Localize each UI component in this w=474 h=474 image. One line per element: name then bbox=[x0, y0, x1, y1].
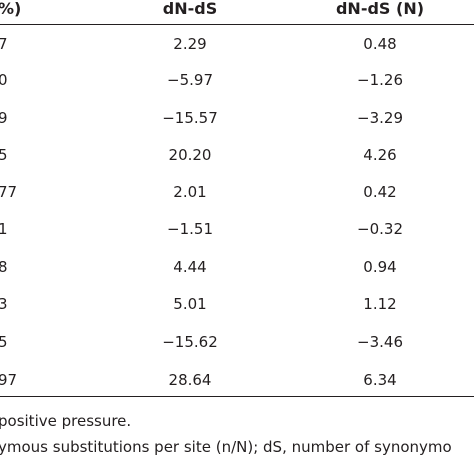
table-cell: 1 bbox=[0, 220, 8, 238]
footnote: ymous substitutions per site (n/N); dS, … bbox=[0, 438, 452, 456]
table-cell: 97 bbox=[0, 371, 18, 389]
table-cell: 7 bbox=[0, 35, 8, 53]
table-cell: 0 bbox=[0, 71, 8, 89]
footnote: positive pressure. bbox=[0, 412, 132, 430]
table-cell: 77 bbox=[0, 183, 18, 201]
table-cell: 3 bbox=[0, 295, 8, 313]
table-cell: 9 bbox=[0, 109, 8, 127]
table-bottom-rule bbox=[0, 396, 474, 397]
column-header-percent: %) bbox=[0, 0, 22, 18]
table-cell: 5 bbox=[0, 333, 8, 351]
header-rule bbox=[0, 24, 474, 25]
table-cell: 8 bbox=[0, 258, 8, 276]
table-cell: 5 bbox=[0, 146, 8, 164]
